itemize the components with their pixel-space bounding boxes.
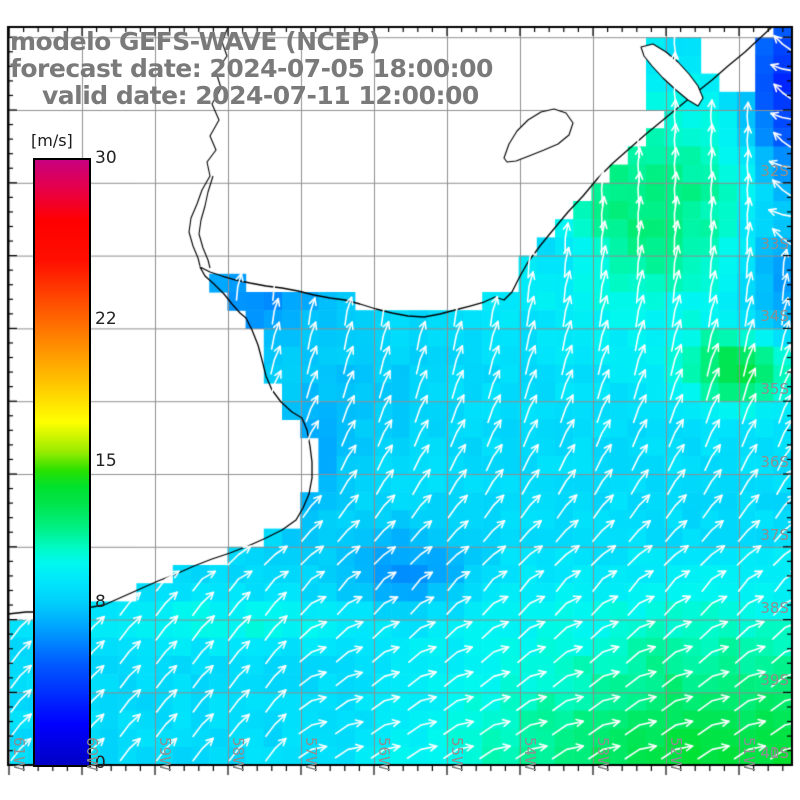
lon-label: 58W: [229, 737, 247, 771]
lon-label: 55W: [448, 737, 466, 771]
lat-label: 34S: [760, 307, 789, 326]
lat-label: 38S: [760, 598, 789, 617]
lat-label: 37S: [760, 525, 789, 544]
lat-label: 33S: [760, 234, 789, 253]
lon-label: 52W: [667, 737, 685, 771]
lon-label: 61W: [10, 737, 28, 771]
lon-label: 53W: [594, 737, 612, 771]
lat-label: 39S: [760, 671, 789, 690]
lon-label: 59W: [156, 737, 174, 771]
colorbar-tick-label: 22: [95, 309, 117, 330]
lon-label: 60W: [83, 737, 101, 771]
lon-label: 56W: [375, 737, 393, 771]
lat-label: 40S: [760, 744, 789, 762]
lon-label: 57W: [302, 737, 320, 771]
lon-label: 51W: [740, 737, 758, 771]
colorbar-gradient: [33, 158, 91, 767]
lat-label: 32S: [760, 161, 789, 180]
colorbar-tick-label: 15: [95, 450, 117, 471]
lon-label: 54W: [521, 737, 539, 771]
colorbar-tick-label: 8: [95, 591, 106, 612]
lat-label: 36S: [760, 453, 789, 471]
lat-label: 41S: [760, 744, 789, 762]
lat-label: 35S: [760, 380, 789, 399]
colorbar-tick-label: 30: [95, 148, 117, 168]
colorbar-tick-label: 0: [95, 753, 106, 773]
colorbar-unit-label: [m/s]: [31, 131, 73, 150]
